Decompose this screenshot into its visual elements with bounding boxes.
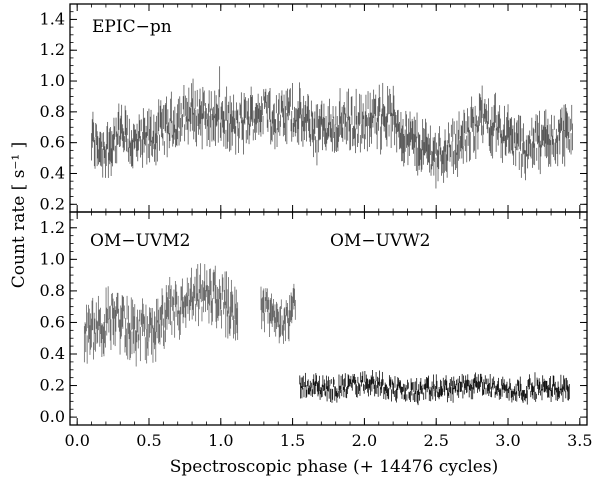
y-tick-label: 1.4 (40, 9, 65, 28)
y-tick-label: 0.8 (40, 281, 65, 300)
epic-pn-panel: 0.2 0.4 0.6 0.8 1.0 1.2 1.4 EPIC−pn (40, 3, 588, 213)
epic-pn-data-points (91, 66, 573, 189)
x-tick-label: 3.5 (567, 431, 592, 450)
y-tick-label: 0.6 (40, 312, 65, 331)
panel-frame (69, 211, 588, 426)
y-tick-label: 0.8 (40, 102, 65, 121)
om-data-points (83, 263, 570, 406)
om-uvm2-label: OM−UVM2 (90, 231, 190, 251)
epic-pn-axes: 0.2 0.4 0.6 0.8 1.0 1.2 1.4 (40, 3, 588, 213)
y-tick-label: 0.6 (40, 133, 65, 152)
y-tick-label: 0.4 (40, 344, 65, 363)
om-panel: 0.0 0.2 0.4 0.6 0.8 1.0 1.2 OM−UVM2 OM−UVW2 (40, 211, 588, 426)
y-tick-label: 0.0 (40, 407, 65, 426)
x-tick-label: 0.5 (136, 431, 161, 450)
x-tick-label: 1.0 (208, 431, 233, 450)
x-axis-title: Spectroscopic phase (+ 14476 cycles) (170, 457, 498, 477)
epic-pn-label: EPIC−pn (92, 17, 172, 37)
y-tick-label: 0.2 (40, 194, 65, 213)
y-tick-label: 0.4 (40, 163, 65, 182)
x-tick-labels: 0.0 0.5 1.0 1.5 2.0 2.5 3.0 3.5 (64, 431, 592, 450)
y-tick-label: 1.0 (40, 249, 65, 268)
y-axis-title: Count rate [ s⁻¹ ] (9, 142, 29, 289)
om-axes: 0.0 0.2 0.4 0.6 0.8 1.0 1.2 (40, 211, 588, 426)
x-tick-label: 1.5 (280, 431, 305, 450)
om-uvw2-label: OM−UVW2 (330, 231, 430, 251)
x-tick-label: 2.0 (352, 431, 377, 450)
x-tick-label: 3.0 (495, 431, 520, 450)
x-tick-label: 0.0 (64, 431, 89, 450)
y-tick-label: 1.0 (40, 71, 65, 90)
y-tick-label: 1.2 (40, 40, 65, 59)
y-tick-label: 1.2 (40, 218, 65, 237)
y-tick-label: 0.2 (40, 376, 65, 395)
x-tick-label: 2.5 (423, 431, 448, 450)
